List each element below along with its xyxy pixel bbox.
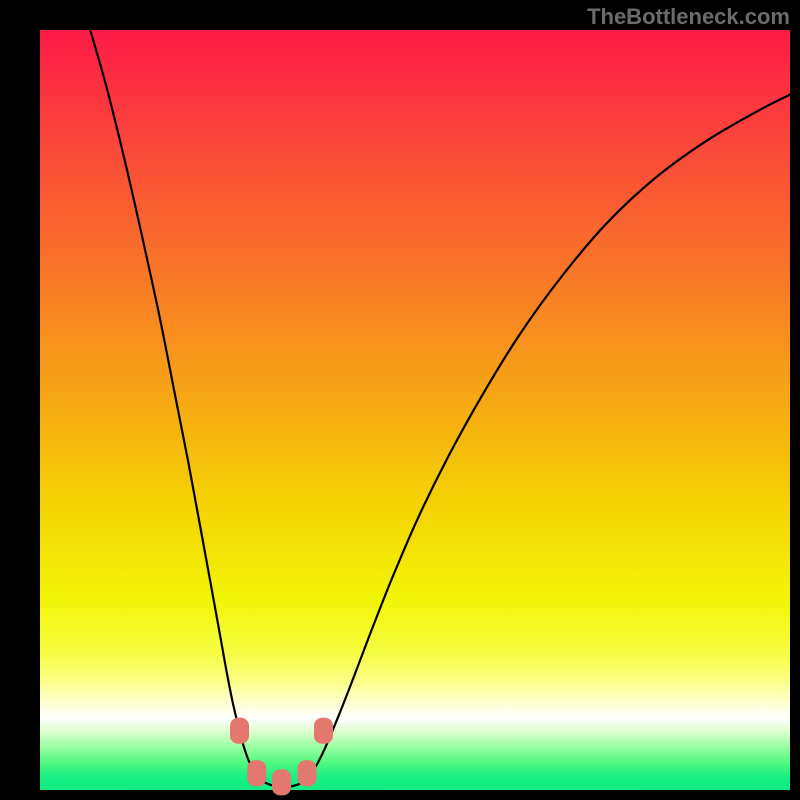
bottleneck-chart-svg — [0, 0, 800, 800]
curve-marker — [272, 769, 291, 795]
curve-marker — [314, 718, 333, 744]
curve-marker — [247, 760, 266, 786]
curve-marker — [230, 718, 249, 744]
chart-stage: TheBottleneck.com — [0, 0, 800, 800]
curve-marker — [298, 760, 317, 786]
plot-area-gradient — [40, 30, 790, 790]
